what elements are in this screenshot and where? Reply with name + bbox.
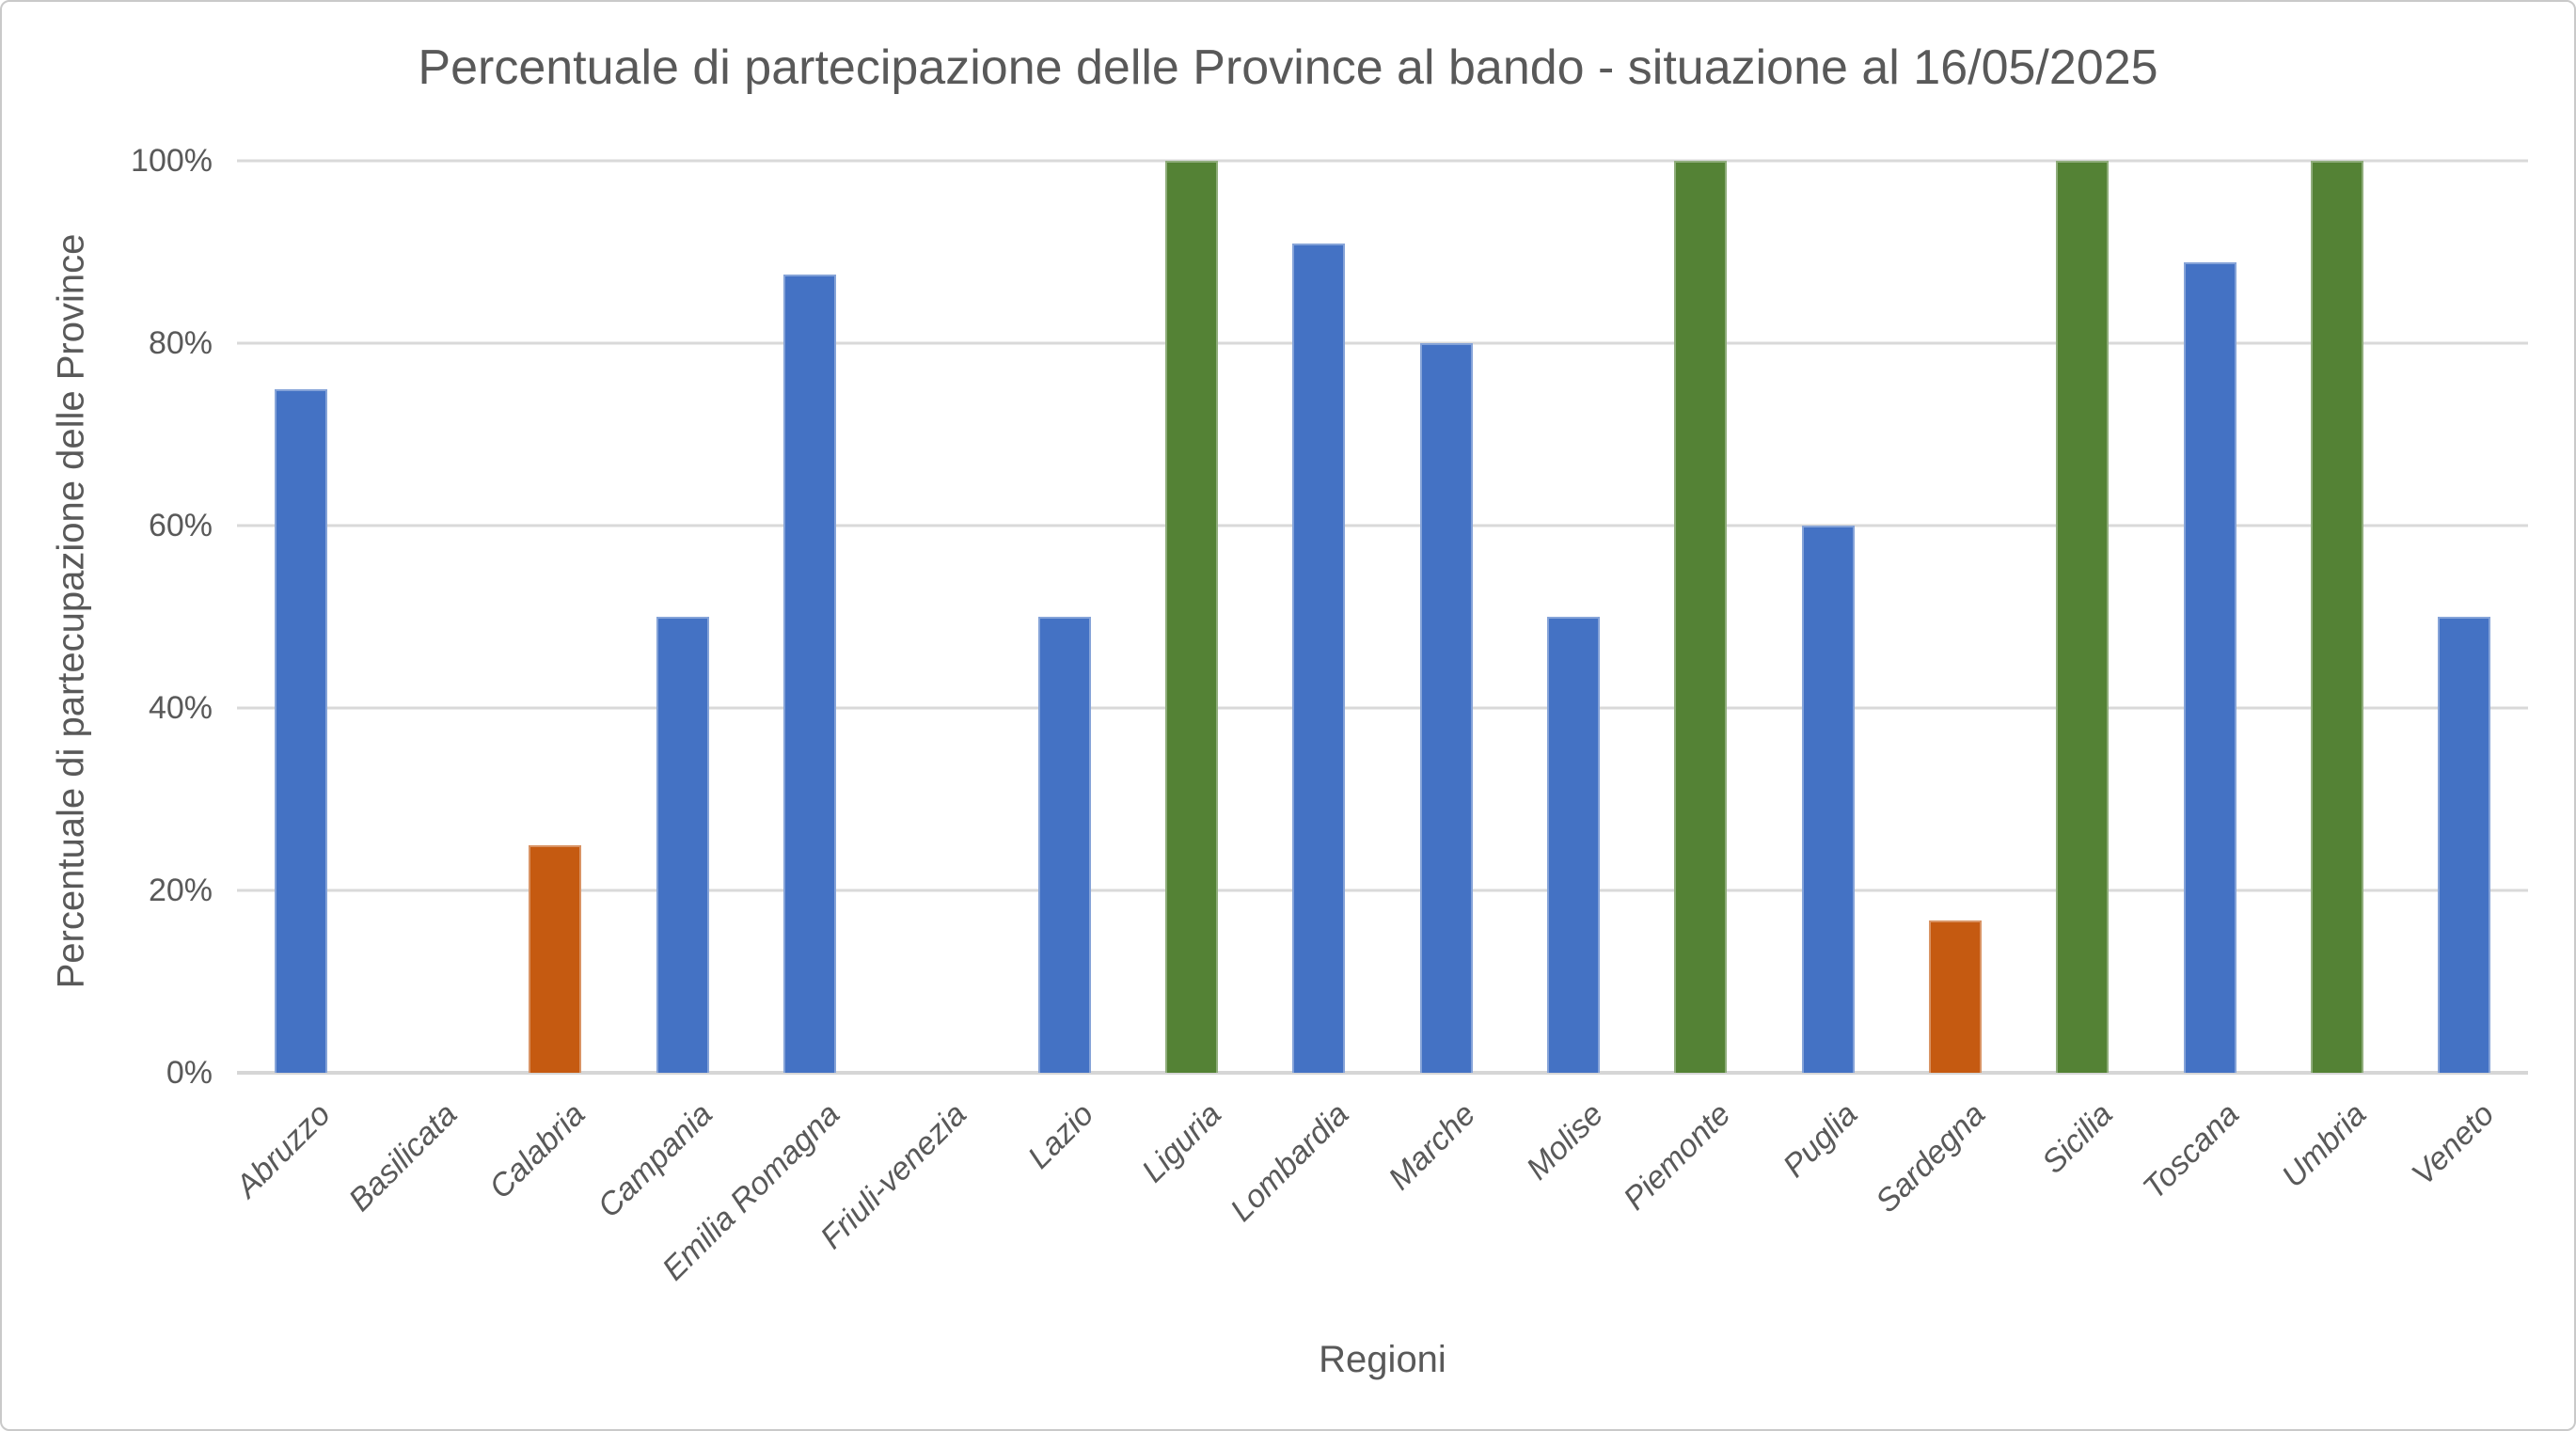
x-label-lazio: Lazio bbox=[1021, 1096, 1101, 1176]
x-label-toscana: Toscana bbox=[2136, 1096, 2247, 1206]
x-label-calabria: Calabria bbox=[482, 1096, 593, 1206]
x-label-marche: Marche bbox=[1382, 1096, 1483, 1198]
x-label-campania: Campania bbox=[591, 1096, 719, 1225]
plot-area bbox=[237, 159, 2528, 1075]
gridline-100 bbox=[237, 159, 2528, 163]
bar-lombardia bbox=[1292, 244, 1346, 1073]
bar-puglia bbox=[1801, 526, 1855, 1073]
bar-piemonte bbox=[1674, 161, 1728, 1073]
bar-marche bbox=[1419, 343, 1473, 1073]
bar-emilia-romagna bbox=[783, 275, 836, 1073]
bar-calabria bbox=[529, 844, 582, 1073]
y-tick-label-20: 20% bbox=[148, 873, 213, 908]
x-label-basilicata: Basilicata bbox=[342, 1096, 465, 1219]
gridline-80 bbox=[237, 341, 2528, 345]
x-label-umbria: Umbria bbox=[2275, 1096, 2374, 1195]
x-label-puglia: Puglia bbox=[1776, 1096, 1865, 1185]
x-label-abruzzo: Abruzzo bbox=[229, 1096, 338, 1205]
x-axis-category-labels: Abruzzo Basilicata Calabria Campania Emilia … bbox=[229, 1096, 2528, 1331]
bar-toscana bbox=[2183, 261, 2236, 1073]
x-axis-title: Regioni bbox=[1319, 1339, 1446, 1380]
bar-umbria bbox=[2311, 161, 2363, 1073]
bar-molise bbox=[1547, 617, 1600, 1073]
x-label-veneto: Veneto bbox=[2405, 1096, 2502, 1193]
chart-title: Percentuale di partecipazione delle Prov… bbox=[418, 40, 2158, 95]
bar-lazio bbox=[1037, 617, 1091, 1073]
gridline-20 bbox=[237, 888, 2528, 892]
x-label-molise: Molise bbox=[1519, 1096, 1610, 1187]
y-axis-tick-labels: 0% 20% 40% 60% 80% 100% bbox=[0, 145, 213, 1089]
bar-veneto bbox=[2438, 617, 2491, 1073]
bar-campania bbox=[656, 617, 709, 1073]
bar-abruzzo bbox=[274, 388, 327, 1073]
bar-liguria bbox=[1165, 161, 1218, 1073]
bar-sardegna bbox=[1929, 920, 1982, 1073]
x-label-liguria: Liguria bbox=[1134, 1096, 1228, 1190]
y-tick-label-0: 0% bbox=[166, 1055, 213, 1091]
gridline-40 bbox=[237, 706, 2528, 710]
x-label-sardegna: Sardegna bbox=[1868, 1096, 1992, 1220]
x-label-piemonte: Piemonte bbox=[1616, 1096, 1738, 1218]
x-axis-line bbox=[237, 1071, 2528, 1075]
y-tick-label-60: 60% bbox=[148, 508, 213, 543]
y-tick-label-40: 40% bbox=[148, 690, 213, 726]
bar-sicilia bbox=[2056, 161, 2110, 1073]
x-label-lombardia: Lombardia bbox=[1223, 1096, 1356, 1229]
x-label-sicilia: Sicilia bbox=[2034, 1096, 2120, 1181]
y-tick-label-100: 100% bbox=[131, 143, 213, 179]
gridline-60 bbox=[237, 524, 2528, 527]
y-tick-label-80: 80% bbox=[148, 325, 213, 361]
